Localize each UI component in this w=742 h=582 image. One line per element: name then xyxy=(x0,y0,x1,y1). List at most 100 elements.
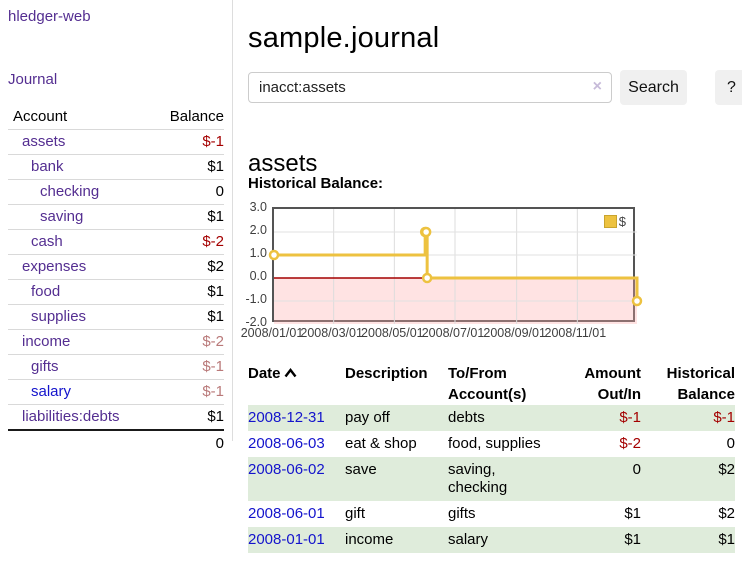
transaction-description: eat & shop xyxy=(345,435,417,452)
register-header-date[interactable]: Date xyxy=(248,363,345,405)
account-balance: $1 xyxy=(207,158,224,175)
accounts-header-line2: Account(s) xyxy=(448,386,527,403)
chart-legend: $ xyxy=(601,213,628,230)
sidebar-item-journal[interactable]: Journal xyxy=(8,71,58,88)
help-button[interactable]: ? xyxy=(715,70,742,105)
register-row: 2008-06-01 gift gifts $1 $2 xyxy=(248,501,735,527)
transaction-date-link[interactable]: 2008-06-03 xyxy=(248,435,325,452)
y-axis-tick-label: 0.0 xyxy=(249,269,267,283)
register-row: 2008-01-01 income salary $1 $1 xyxy=(248,527,735,553)
account-balance: $-1 xyxy=(202,358,224,375)
account-balance: $-2 xyxy=(202,233,224,250)
main-content: sample.journal × Search ? assets Histori… xyxy=(233,0,742,582)
transaction-balance: $1 xyxy=(718,531,735,548)
accounts-total-value: 0 xyxy=(215,435,224,452)
account-balance: $1 xyxy=(207,308,224,325)
account-link[interactable]: gifts xyxy=(31,358,59,375)
account-row-bank: bank $1 xyxy=(8,154,224,179)
account-row-checking: checking 0 xyxy=(8,179,224,204)
date-header-label: Date xyxy=(248,365,281,382)
clear-search-icon[interactable]: × xyxy=(592,78,602,95)
amount-header-line1: Amount xyxy=(584,365,641,382)
amount-header-line2: Out/In xyxy=(597,386,641,403)
chart-title: Historical Balance: xyxy=(248,175,384,192)
transaction-accounts: salary xyxy=(448,531,489,548)
account-row-income: income $-2 xyxy=(8,329,224,354)
accounts-header-line1: To/From xyxy=(448,365,507,382)
x-axis-tick-label: 2008/07/01 xyxy=(421,326,485,340)
accounts-header-account: Account xyxy=(13,108,68,125)
account-row-liabilities-debts: liabilities:debts $1 xyxy=(8,404,224,429)
balance-header-line1: Historical xyxy=(666,365,735,382)
search-form: × Search ? xyxy=(248,70,742,106)
account-link[interactable]: income xyxy=(22,333,71,350)
account-link[interactable]: assets xyxy=(22,133,66,150)
transaction-description: income xyxy=(345,531,394,548)
account-row-food: food $1 xyxy=(8,279,224,304)
transaction-date-link[interactable]: 2008-01-01 xyxy=(248,531,325,548)
account-link[interactable]: liabilities:debts xyxy=(22,408,120,425)
transaction-amount: $1 xyxy=(624,505,641,522)
x-axis-tick-label: 2008/11/01 xyxy=(544,326,607,340)
transaction-date-link[interactable]: 2008-06-01 xyxy=(248,505,325,522)
historical-balance-chart[interactable]: 3.0 2.0 1.0 0.0 -1.0 -2.0 $ 2008/01/01 2008/03… xyxy=(239,200,714,350)
transaction-description: gift xyxy=(345,505,366,522)
transaction-balance: $2 xyxy=(718,461,735,478)
account-row-cash: cash $-2 xyxy=(8,229,224,254)
account-row-saving: saving $1 xyxy=(8,204,224,229)
transaction-balance: $-1 xyxy=(713,409,735,426)
transaction-balance: 0 xyxy=(726,435,735,452)
account-page-title: assets xyxy=(248,149,318,177)
account-balance: $-1 xyxy=(202,133,224,150)
transaction-accounts: food, supplies xyxy=(448,435,541,452)
app-title-link[interactable]: hledger-web xyxy=(8,8,91,25)
account-link[interactable]: checking xyxy=(40,183,100,200)
search-button[interactable]: Search xyxy=(620,70,687,105)
x-axis-tick-label: 2008/01/01 xyxy=(240,326,304,340)
transaction-balance: $2 xyxy=(718,505,735,522)
accounts-header-balance: Balance xyxy=(169,108,224,125)
register-header-accounts: To/From Account(s) xyxy=(448,363,581,405)
transaction-amount: $1 xyxy=(624,531,641,548)
account-balance: $-2 xyxy=(202,333,224,350)
transaction-date-link[interactable]: 2008-06-02 xyxy=(248,461,325,478)
account-link[interactable]: saving xyxy=(40,208,84,225)
x-axis-tick-label: 2008/05/01 xyxy=(361,326,424,340)
accounts-table: Account Balance assets $-1 bank $1 checking 0… xyxy=(8,105,224,456)
y-axis-tick-label: -1.0 xyxy=(245,292,267,306)
register-header-balance: Historical Balance xyxy=(641,363,735,405)
account-balance: $2 xyxy=(207,258,224,275)
account-link[interactable]: expenses xyxy=(22,258,87,275)
transaction-amount: $-2 xyxy=(619,435,641,452)
account-link[interactable]: bank xyxy=(31,158,64,175)
transaction-amount: 0 xyxy=(632,461,641,478)
transaction-accounts: gifts xyxy=(448,505,476,522)
transaction-amount: $-1 xyxy=(619,409,641,426)
register-header-amount: Amount Out/In xyxy=(581,363,641,405)
search-input[interactable] xyxy=(248,72,612,103)
register-row: 2008-06-03 eat & shop food, supplies $-2 0 xyxy=(248,431,735,457)
account-row-supplies: supplies $1 xyxy=(8,304,224,329)
register-row: 2008-12-31 pay off debts $-1 $-1 xyxy=(248,405,735,431)
y-axis-tick-label: -2.0 xyxy=(245,315,267,329)
y-axis-tick-label: 3.0 xyxy=(249,200,267,214)
register-row: 2008-06-02 save saving, checking 0 $2 xyxy=(248,457,735,501)
account-row-gifts: gifts $-1 xyxy=(8,354,224,379)
x-axis-tick-label: 2008/09/01 xyxy=(483,326,546,340)
account-link[interactable]: cash xyxy=(31,233,63,250)
account-balance: $1 xyxy=(207,208,224,225)
sidebar: hledger-web Journal Account Balance asse… xyxy=(0,0,233,452)
transaction-accounts: debts xyxy=(448,409,485,426)
chart-plot-area[interactable]: $ xyxy=(268,207,643,324)
account-balance: 0 xyxy=(215,183,224,200)
account-link[interactable]: supplies xyxy=(31,308,87,325)
account-link[interactable]: salary xyxy=(31,383,72,400)
transaction-date-link[interactable]: 2008-12-31 xyxy=(248,409,325,426)
page-title: sample.journal xyxy=(248,22,440,55)
account-row-expenses: expenses $2 xyxy=(8,254,224,279)
account-row-assets: assets $-1 xyxy=(8,129,224,154)
transaction-description: pay off xyxy=(345,409,390,426)
x-axis-tick-label: 2008/03/01 xyxy=(300,326,363,340)
account-link[interactable]: food xyxy=(31,283,61,300)
legend-label: $ xyxy=(618,214,626,229)
